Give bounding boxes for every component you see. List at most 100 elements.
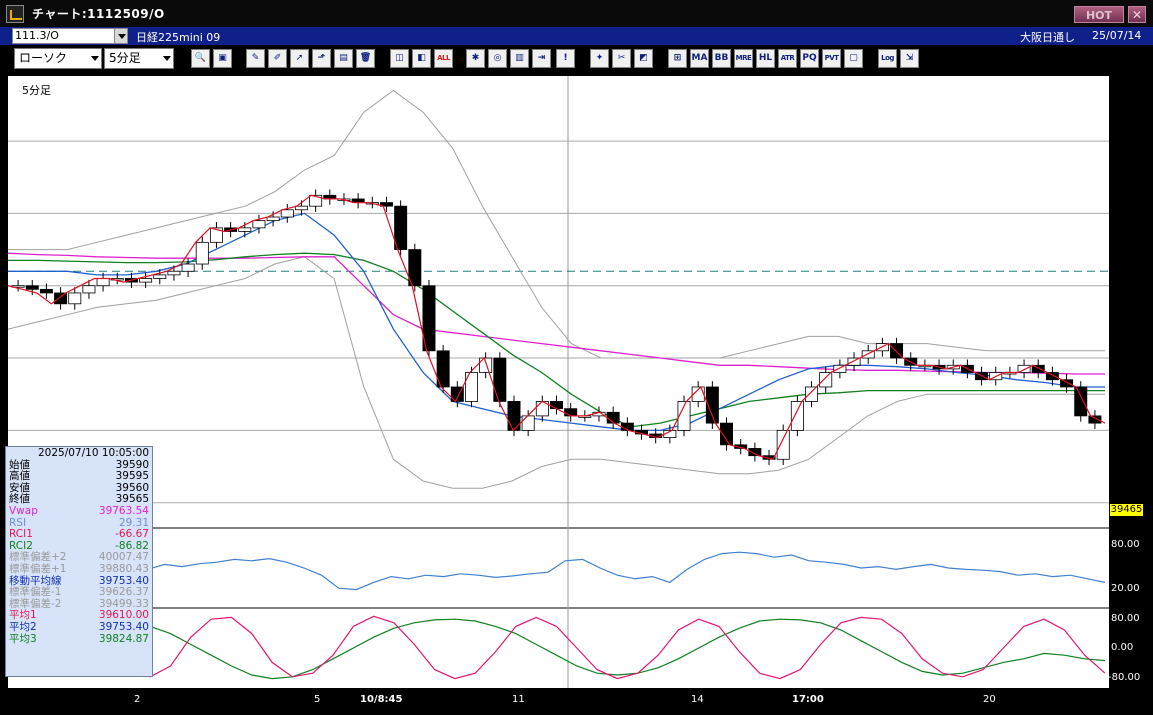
x-label: 10/8:45 — [360, 694, 403, 705]
settings-icon[interactable]: ✦ — [590, 49, 609, 68]
palette-icon[interactable]: ◩ — [634, 49, 653, 68]
atr-icon[interactable]: ATR — [778, 49, 797, 68]
info-label: RCI1 — [9, 528, 33, 541]
candle-body — [153, 274, 167, 279]
candle-body — [25, 285, 39, 290]
tool-d-icon[interactable]: ⇥ — [532, 49, 551, 68]
export-icon[interactable]: ⇲ — [900, 49, 919, 68]
symbol-dropdown-button[interactable] — [114, 29, 127, 43]
candle-body — [705, 386, 719, 424]
tool-b-icon[interactable]: ◎ — [488, 49, 507, 68]
candle-a-icon[interactable]: ◫ — [390, 49, 409, 68]
info-label: 標準偏差+1 — [9, 562, 67, 575]
bb-icon[interactable]: BB — [712, 49, 731, 68]
info-row: 終値 39565 — [9, 494, 149, 506]
candle-body — [1017, 364, 1031, 373]
cursor-icon[interactable]: ➚ — [290, 49, 309, 68]
tool-a-icon[interactable]: ✱ — [466, 49, 485, 68]
info-label: 始値 — [9, 458, 30, 471]
candle-body — [550, 401, 563, 410]
candle-body — [422, 285, 436, 352]
wrench-icon[interactable]: ✂ — [612, 49, 631, 68]
info-row: Vwap 39763.54 — [9, 505, 149, 518]
candle-body — [606, 411, 620, 424]
info-value: 39626.37 — [98, 586, 149, 599]
rci1-line — [7, 615, 1106, 680]
y-label-39500: 39500 — [1111, 478, 1143, 489]
candle-body — [280, 209, 294, 218]
info-label: 標準偏差-2 — [9, 597, 62, 610]
arrow-icon[interactable]: ⬏ — [312, 49, 331, 68]
plot-area[interactable]: 5分足 — [7, 76, 1109, 688]
x-label: 14 — [691, 694, 704, 705]
window-title: チャート:1112509/O — [32, 7, 165, 21]
interval-value: 5分足 — [109, 51, 141, 65]
y-label-39900: 39900 — [1111, 204, 1143, 215]
candle-body — [521, 415, 535, 431]
candle-body — [266, 216, 280, 222]
candle-body — [436, 350, 450, 388]
x-label: 20 — [983, 694, 996, 705]
chevron-down-icon — [163, 56, 171, 61]
chart-svg[interactable] — [7, 76, 1109, 688]
info-value: 39824.87 — [98, 632, 149, 645]
all-icon[interactable]: ALL — [434, 49, 453, 68]
tool-c-icon[interactable]: ▥ — [510, 49, 529, 68]
frame-icon[interactable]: ▢ — [844, 49, 863, 68]
window-icon[interactable]: ▣ — [213, 49, 232, 68]
close-button[interactable]: ✕ — [1128, 6, 1146, 23]
notes-icon[interactable]: ▤ — [334, 49, 353, 68]
rci-label-0: 0.00 — [1111, 642, 1134, 653]
bollinger-upper-line — [8, 89, 1105, 359]
trash-icon[interactable]: 🗑 — [356, 49, 375, 68]
x-label: 17:00 — [792, 694, 824, 705]
chart-app-icon — [6, 4, 24, 23]
ma-icon[interactable]: MA — [690, 49, 709, 68]
candle-body — [833, 364, 847, 373]
info-row: 高値 39595 — [9, 471, 149, 483]
rci-label-80: 80.00 — [1111, 613, 1140, 624]
info-row: 安値 39560 — [9, 481, 149, 495]
candle-body — [195, 241, 209, 265]
indicator-a-icon[interactable]: ⊞ — [668, 49, 687, 68]
x-label: 11 — [512, 694, 525, 705]
rci2-line — [7, 618, 1106, 680]
info-row: 移動平均線 39753.40 — [9, 575, 149, 588]
candle-body — [82, 285, 96, 294]
candle-body — [309, 194, 323, 207]
symbol-name: 日経225mini 09 — [136, 31, 221, 44]
hl-icon[interactable]: HL — [756, 49, 775, 68]
candle-body — [1088, 415, 1102, 424]
info-value: -66.67 — [115, 528, 149, 541]
candle-body — [54, 292, 68, 305]
symbol-code-input[interactable]: 111.3/O — [12, 28, 128, 44]
info-value: 39565 — [115, 493, 149, 506]
candle-body — [39, 288, 53, 294]
candle-body — [394, 205, 408, 250]
info-label: 高値 — [9, 470, 30, 483]
tool-e-icon[interactable]: ! — [556, 49, 575, 68]
pvt-icon[interactable]: PVT — [822, 49, 841, 68]
pq-icon[interactable]: PQ — [800, 49, 819, 68]
interval-select[interactable]: 5分足 — [104, 48, 174, 69]
mre-icon[interactable]: MRE — [734, 49, 753, 68]
info-row: 平均3 39824.87 — [9, 632, 149, 646]
zoom-icon[interactable]: 🔍 — [191, 49, 210, 68]
info-label: 平均3 — [9, 632, 37, 645]
info-label: 安値 — [9, 481, 30, 494]
candle-b-icon[interactable]: ◧ — [412, 49, 431, 68]
info-row: 標準偏差-2 39499.33 — [9, 597, 149, 611]
info-row: 標準偏差+2 40007.47 — [9, 552, 149, 564]
candle-body — [465, 372, 478, 402]
y-label-40000: 40000 — [1111, 135, 1143, 146]
chart-type-select[interactable]: ローソク — [14, 48, 102, 69]
pen-icon[interactable]: ✎ — [246, 49, 265, 68]
bollinger-lower-line — [7, 256, 1105, 489]
candle-body — [238, 227, 252, 232]
draw-icon[interactable]: ✐ — [268, 49, 287, 68]
rsi-label-20: 20.00 — [1111, 583, 1140, 594]
hot-button[interactable]: HOT — [1074, 6, 1124, 23]
candle-body — [252, 220, 266, 229]
log-icon[interactable]: Log — [878, 49, 897, 68]
info-value: 39560 — [115, 481, 149, 494]
